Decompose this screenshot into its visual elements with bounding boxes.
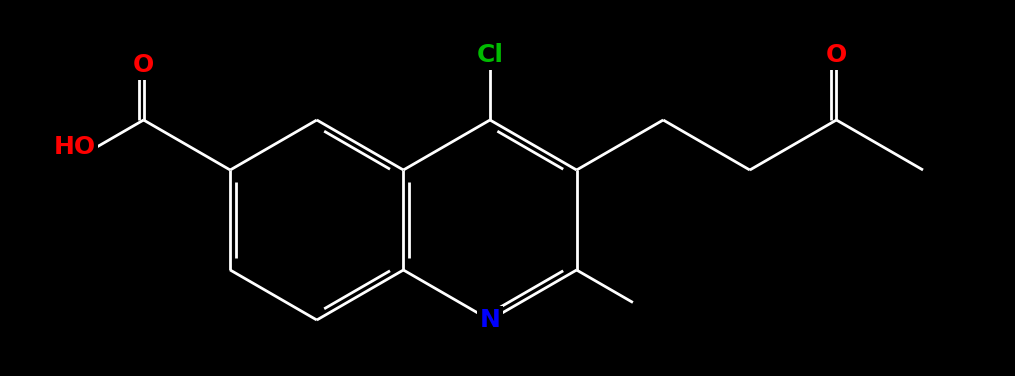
- Text: HO: HO: [54, 135, 96, 159]
- Text: Cl: Cl: [476, 43, 503, 67]
- Text: N: N: [479, 308, 500, 332]
- Text: O: O: [133, 53, 154, 77]
- Text: O: O: [826, 43, 848, 67]
